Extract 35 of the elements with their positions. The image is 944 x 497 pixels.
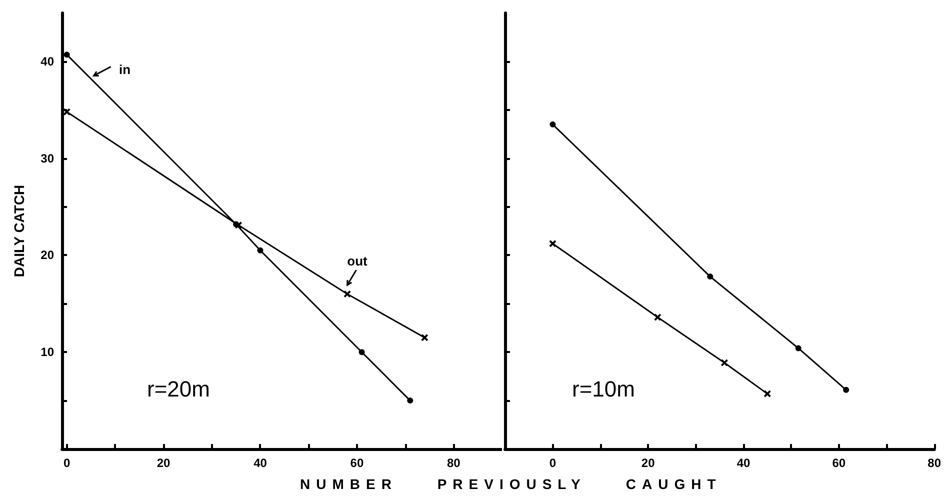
point <box>64 52 70 58</box>
annotation: r=10m <box>572 376 635 402</box>
point <box>795 345 802 352</box>
x-tick-label: 20 <box>156 456 171 470</box>
x-tick-label: 60 <box>350 456 364 470</box>
x-axis-title: NUMBER PREVIOUSLY CAUGHT <box>300 476 722 492</box>
point <box>421 334 428 342</box>
series-label: out <box>347 253 368 268</box>
x-tick-label: 20 <box>641 456 656 470</box>
x-tick-label: 80 <box>446 456 461 470</box>
point <box>720 359 728 366</box>
x-tick-label: 0 <box>63 456 70 470</box>
x-tick-label: 60 <box>832 456 846 470</box>
point <box>257 247 264 254</box>
point <box>234 222 242 229</box>
point <box>344 290 351 298</box>
x-tick-label: 0 <box>549 456 556 470</box>
point <box>549 240 556 248</box>
point <box>707 274 714 280</box>
x-tick-label: 40 <box>254 456 268 470</box>
legend-label: in <box>119 62 131 78</box>
point <box>654 314 662 321</box>
point <box>843 386 850 393</box>
point <box>407 398 414 404</box>
x-tick-label: 40 <box>736 456 751 470</box>
y-tick-label: 40 <box>40 54 54 68</box>
y-axis-title: DAILY CATCH <box>11 184 27 278</box>
y-tick-label: 30 <box>40 151 54 166</box>
y-tick-label: 10 <box>40 345 54 360</box>
x-tick-label: 80 <box>928 456 942 470</box>
point <box>764 390 771 398</box>
y-tick-label: 20 <box>40 248 54 262</box>
point <box>358 349 365 356</box>
point <box>550 121 556 128</box>
annotation: r=20m <box>147 376 210 402</box>
